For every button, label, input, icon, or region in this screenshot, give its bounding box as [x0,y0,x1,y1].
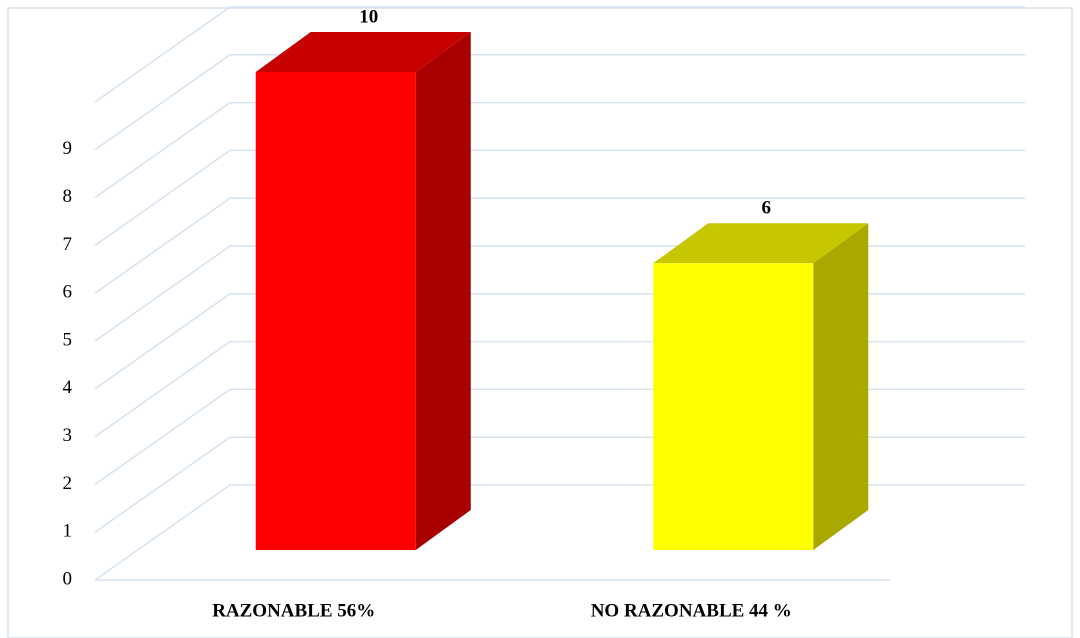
chart-frame [7,7,1073,638]
value-label: 10 [359,6,378,27]
y-tick-label: 5 [63,329,73,350]
y-tick-label: 4 [63,377,73,398]
y-tick-label: 8 [63,186,73,207]
y-tick-label: 9 [63,138,73,159]
y-tick-label: 6 [63,282,73,303]
grid-line [94,6,1025,103]
bar-side [415,32,471,550]
y-tick-label: 0 [63,568,73,589]
grid-line [94,101,1025,199]
grid-line [94,197,1025,294]
bar-side [813,223,869,550]
grid-line [94,149,1025,247]
grid-line [94,54,1025,151]
bar-top [255,32,471,72]
bar [255,72,416,550]
y-tick-label: 7 [63,234,73,255]
y-tick-label: 1 [63,521,73,542]
bar [653,263,814,550]
y-tick-label: 2 [63,473,73,494]
bar-top [653,223,869,264]
x-tick-label: NO RAZONABLE 44 % [591,600,792,621]
value-label: 6 [762,198,772,219]
y-tick-label: 3 [63,425,73,446]
x-tick-label: RAZONABLE 56% [212,600,375,621]
